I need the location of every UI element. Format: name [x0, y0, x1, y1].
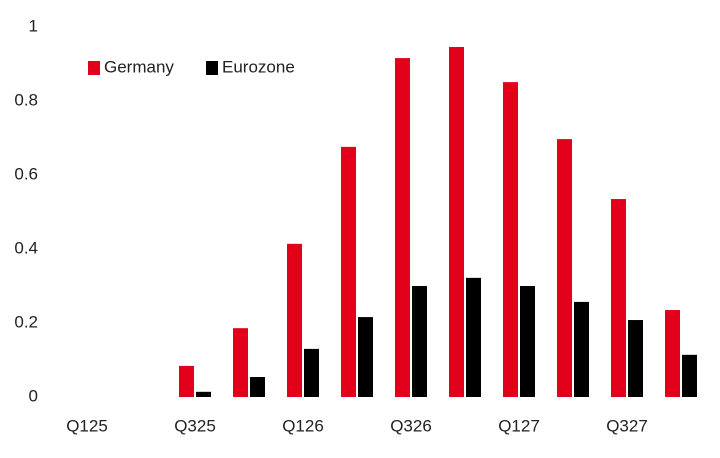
y-tick-label: 0.6: [14, 164, 38, 183]
bar: [449, 46, 464, 397]
bar: [466, 277, 481, 397]
bar: [196, 391, 211, 397]
bar: [395, 58, 410, 398]
bar: [179, 365, 194, 397]
bar: [520, 286, 535, 397]
x-tick-label: Q126: [282, 416, 324, 435]
y-tick-label: 0.8: [14, 90, 38, 109]
bar: [412, 286, 427, 397]
x-tick-label: Q327: [606, 416, 648, 435]
bar: [611, 199, 626, 397]
bar: [233, 328, 248, 397]
bar: [304, 348, 319, 397]
bar: [628, 320, 643, 397]
x-tick-label: Q326: [390, 416, 432, 435]
legend-label: Germany: [104, 57, 174, 76]
x-tick-label: Q125: [66, 416, 108, 435]
y-tick-label: 0.4: [14, 238, 38, 257]
y-tick-label: 1: [29, 16, 38, 35]
legend-label: Eurozone: [222, 57, 295, 76]
bar: [358, 317, 373, 397]
legend-swatch: [206, 61, 218, 75]
bar: [574, 301, 589, 397]
x-tick-label: Q325: [174, 416, 216, 435]
bar: [665, 310, 680, 397]
bar: [503, 82, 518, 397]
bar: [682, 354, 697, 397]
bar: [250, 377, 265, 397]
y-tick-label: 0: [29, 386, 38, 405]
bar: [287, 243, 302, 397]
x-tick-label: Q127: [498, 416, 540, 435]
y-tick-label: 0.2: [14, 312, 38, 331]
bar: [557, 139, 572, 398]
bar: [341, 146, 356, 397]
legend-swatch: [88, 61, 100, 75]
